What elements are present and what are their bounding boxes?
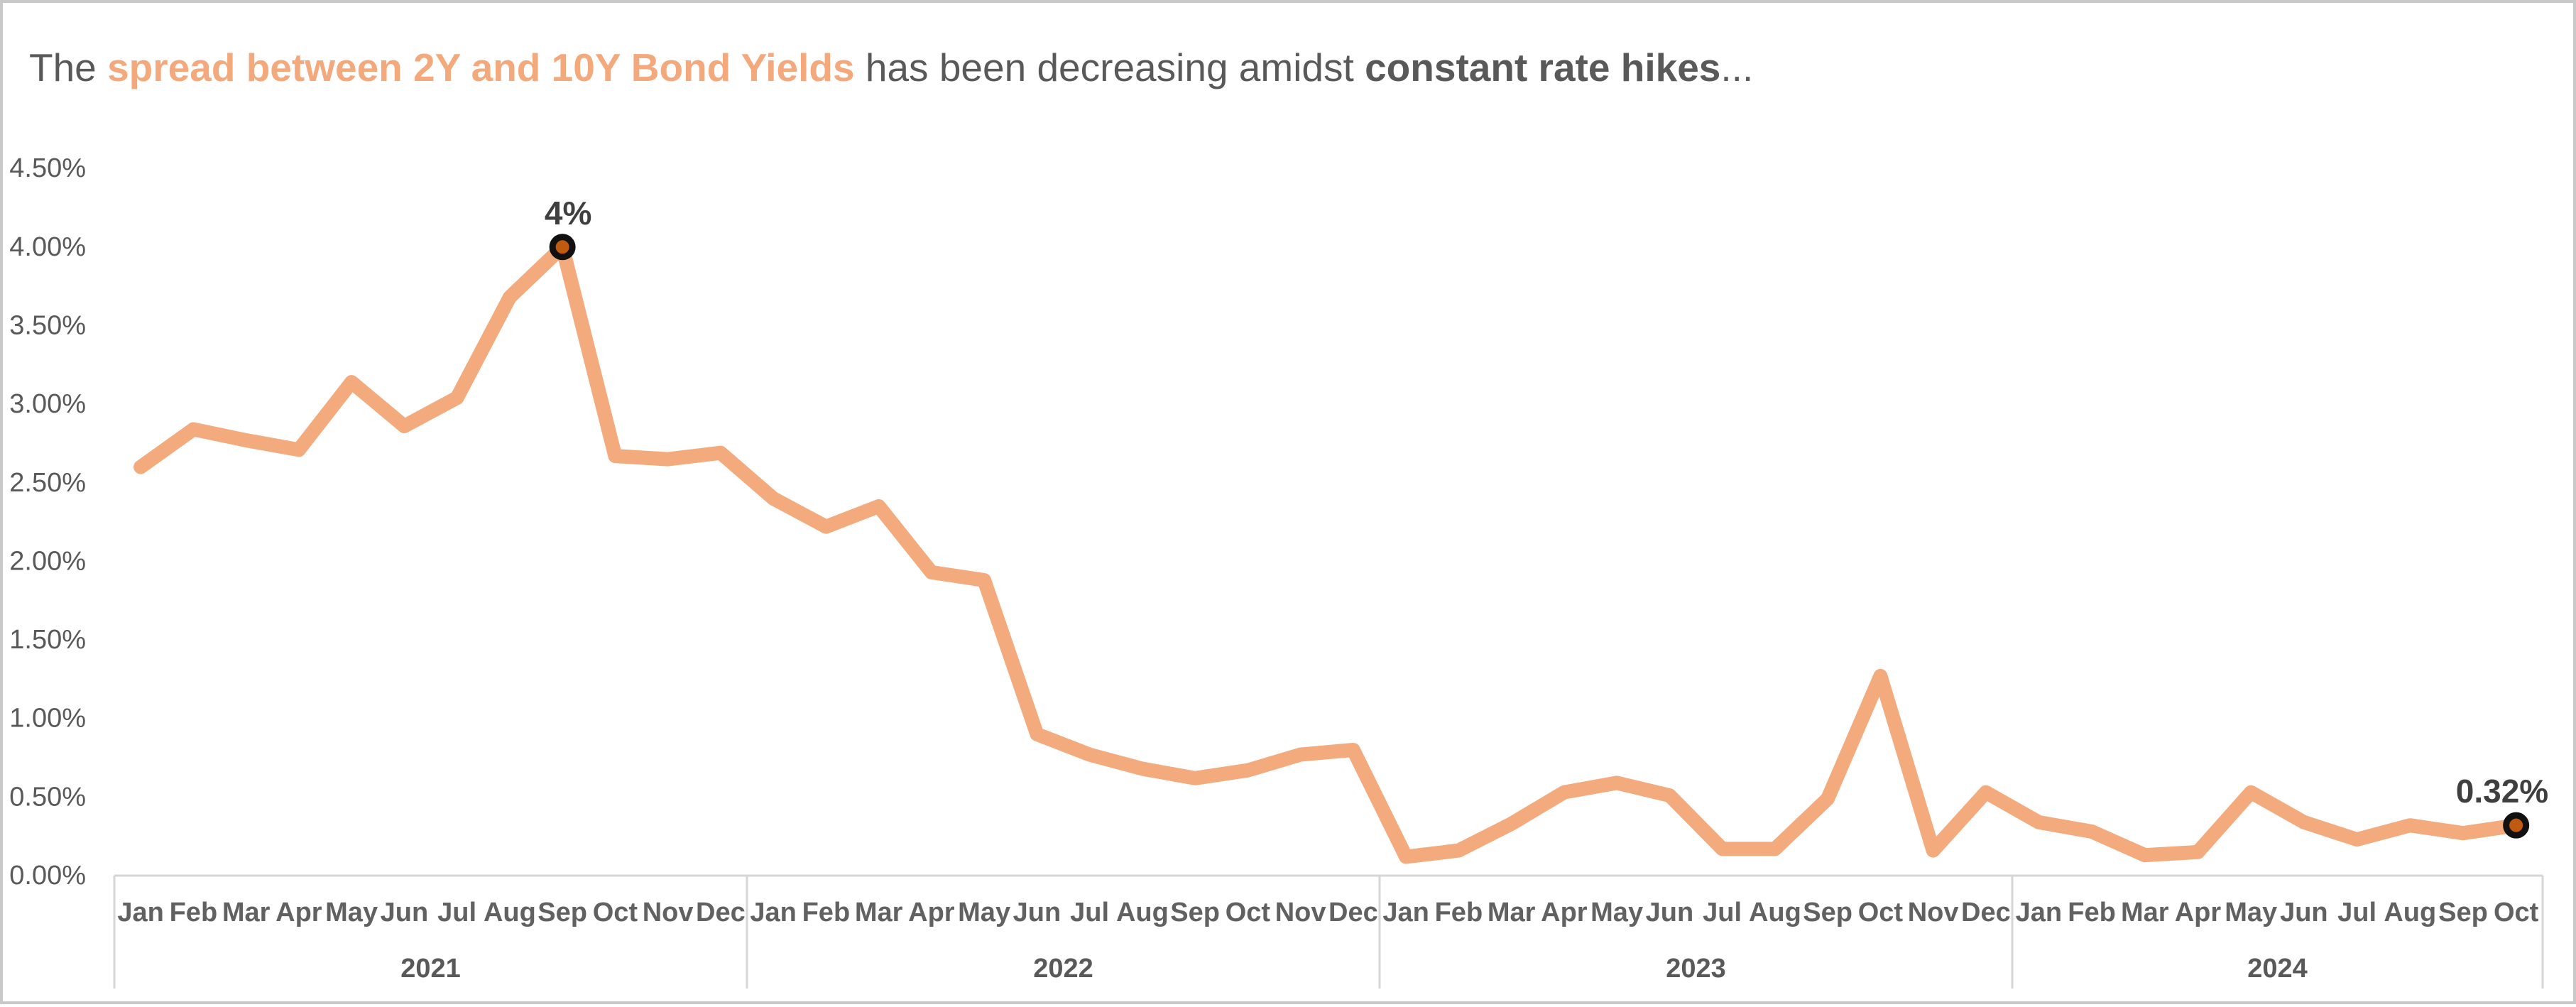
month-label: Sep bbox=[2438, 898, 2488, 927]
month-label: Nov bbox=[643, 898, 694, 927]
month-label: Jan bbox=[2016, 898, 2062, 927]
month-label: Jul bbox=[1703, 898, 1742, 927]
y-tick-label: 2.50% bbox=[9, 468, 86, 498]
month-label: Jul bbox=[437, 898, 476, 927]
month-label: Feb bbox=[2068, 898, 2116, 927]
month-label: Jul bbox=[1070, 898, 1109, 927]
month-label: Mar bbox=[2121, 898, 2169, 927]
month-label: Aug bbox=[2384, 898, 2436, 927]
month-label: Mar bbox=[222, 898, 271, 927]
month-label: Aug bbox=[484, 898, 536, 927]
month-label: Dec bbox=[1961, 898, 2011, 927]
data-label: 4% bbox=[545, 195, 591, 232]
month-label: Apr bbox=[1541, 898, 1588, 927]
month-label: Oct bbox=[1858, 898, 1904, 927]
year-label: 2021 bbox=[400, 954, 461, 984]
month-label: Dec bbox=[1328, 898, 1378, 927]
month-label: Mar bbox=[1488, 898, 1536, 927]
y-tick-label: 1.00% bbox=[9, 704, 86, 734]
month-label: Jun bbox=[2280, 898, 2328, 927]
y-tick-label: 4.50% bbox=[9, 153, 86, 183]
month-label: Dec bbox=[696, 898, 746, 927]
title-suffix: ... bbox=[1720, 45, 1754, 89]
month-label: Aug bbox=[1749, 898, 1801, 927]
month-label: Apr bbox=[2175, 898, 2222, 927]
month-label: Nov bbox=[1908, 898, 1959, 927]
month-label: May bbox=[2225, 898, 2277, 927]
year-label: 2024 bbox=[2247, 954, 2308, 984]
year-label: 2022 bbox=[1033, 954, 1093, 984]
month-label: Jul bbox=[2337, 898, 2376, 927]
month-label: Jan bbox=[117, 898, 163, 927]
year-label: 2023 bbox=[1666, 954, 1726, 984]
month-label: May bbox=[325, 898, 378, 927]
month-label: May bbox=[1590, 898, 1643, 927]
month-label: Nov bbox=[1275, 898, 1326, 927]
y-tick-label: 0.50% bbox=[9, 782, 86, 812]
month-label: Jan bbox=[1382, 898, 1429, 927]
month-label: Oct bbox=[593, 898, 638, 927]
month-label: Sep bbox=[1803, 898, 1852, 927]
y-tick-label: 4.00% bbox=[9, 232, 86, 262]
data-marker bbox=[549, 234, 576, 261]
month-label: Feb bbox=[1435, 898, 1483, 927]
month-label: Jan bbox=[750, 898, 796, 927]
month-label: Apr bbox=[275, 898, 322, 927]
month-label: Feb bbox=[170, 898, 218, 927]
month-label: Oct bbox=[2494, 898, 2539, 927]
y-tick-label: 3.50% bbox=[9, 310, 86, 340]
month-label: Aug bbox=[1116, 898, 1169, 927]
title-middle: has been decreasing amidst bbox=[854, 45, 1365, 89]
month-label: Jun bbox=[1013, 898, 1061, 927]
spread-line bbox=[133, 239, 2523, 864]
spread-line-chart: 4.50% 4.00% 3.50% 3.00% 2.50% 2.00% 1.50% 1.00%… bbox=[9, 153, 2548, 989]
data-label: 0.32% bbox=[2456, 773, 2548, 810]
title-bold: constant rate hikes bbox=[1365, 45, 1721, 89]
title-highlight: spread between 2Y and 10Y Bond Yields bbox=[107, 45, 855, 89]
month-label: Jun bbox=[1646, 898, 1694, 927]
month-label: Jun bbox=[381, 898, 429, 927]
month-label: Feb bbox=[802, 898, 851, 927]
data-marker bbox=[2503, 812, 2530, 839]
month-label: Sep bbox=[1170, 898, 1220, 927]
month-label: Apr bbox=[908, 898, 955, 927]
y-tick-label: 1.50% bbox=[9, 625, 86, 655]
month-label: Sep bbox=[537, 898, 587, 927]
month-label: Oct bbox=[1226, 898, 1271, 927]
title-prefix: The bbox=[29, 45, 108, 89]
y-tick-label: 2.00% bbox=[9, 546, 86, 576]
month-label: May bbox=[958, 898, 1010, 927]
month-label: Mar bbox=[855, 898, 903, 927]
y-tick-label: 0.00% bbox=[9, 861, 86, 891]
y-tick-label: 3.00% bbox=[9, 389, 86, 419]
chart-title: The spread between 2Y and 10Y Bond Yield… bbox=[29, 44, 1753, 91]
